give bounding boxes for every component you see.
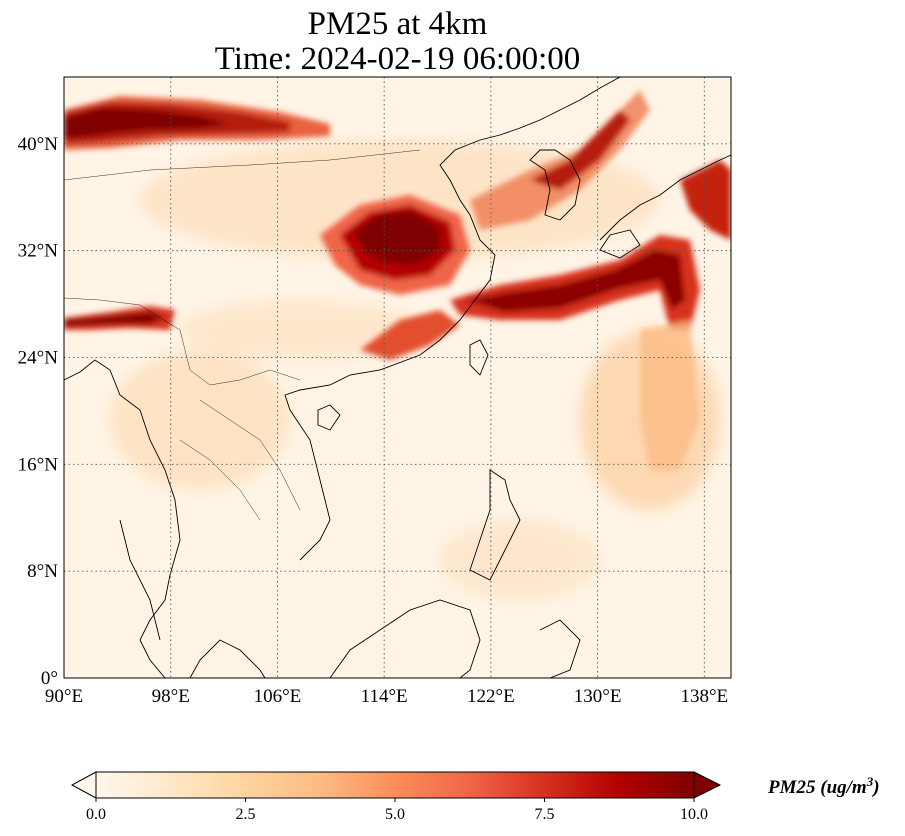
lon-tick-label: 106°E <box>254 686 302 707</box>
colorbar-tick-label: 2.5 <box>236 806 256 823</box>
map-timestamp: Time: 2024-02-19 06:00:00 <box>214 41 581 77</box>
colorbar-min-extend <box>70 771 97 799</box>
lon-tick-label: 122°E <box>467 686 515 707</box>
map-frame <box>63 76 732 679</box>
colorbar-tick-label: 0.0 <box>86 806 106 823</box>
colorbar-tick-label: 5.0 <box>385 806 405 823</box>
map-title: PM25 at 4km <box>307 6 488 42</box>
lat-tick-label: 16°N <box>18 454 59 475</box>
lon-tick-label: 98°E <box>152 686 190 707</box>
colorbar: 0.0 2.5 5.0 7.5 10.0 PM25 (ug/m3) <box>70 771 880 823</box>
lon-tick-label: 90°E <box>45 686 83 707</box>
longitude-axis: 90°E 98°E 106°E 114°E 122°E 130°E 138°E <box>45 686 728 707</box>
colorbar-gradient <box>96 772 694 798</box>
coastlines <box>64 77 731 678</box>
country-borders <box>64 149 421 521</box>
colorbar-tick-label: 10.0 <box>680 806 708 823</box>
lat-tick-label: 32°N <box>18 241 59 262</box>
colorbar-max-extend <box>693 771 722 799</box>
pm25-field <box>64 77 731 678</box>
lat-tick-label: 24°N <box>18 347 59 368</box>
lon-tick-label: 138°E <box>680 686 728 707</box>
lon-tick-label: 130°E <box>574 686 622 707</box>
colorbar-label: PM25 (ug/m3) <box>767 774 880 799</box>
lat-tick-label: 8°N <box>27 561 58 582</box>
colorbar-ticks: 0.0 2.5 5.0 7.5 10.0 <box>86 798 708 823</box>
lon-tick-label: 114°E <box>361 686 408 707</box>
gridlines <box>64 77 731 678</box>
colorbar-tick-label: 7.5 <box>535 806 555 823</box>
lat-tick-label: 40°N <box>18 134 59 155</box>
lat-tick-label: 0° <box>41 668 58 689</box>
latitude-axis: 0° 8°N 16°N 24°N 32°N 40°N <box>18 134 59 689</box>
